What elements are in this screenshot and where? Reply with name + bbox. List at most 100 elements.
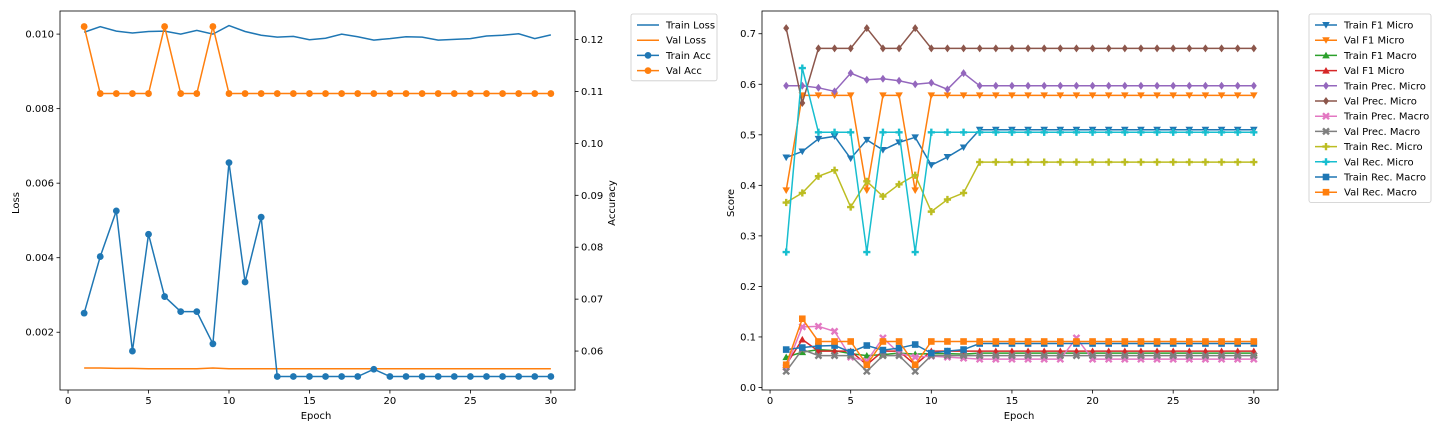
data-point — [912, 80, 919, 89]
data-point — [80, 23, 88, 30]
data-point — [1024, 338, 1032, 345]
data-point — [863, 248, 871, 256]
data-point — [879, 192, 887, 201]
data-point — [1073, 44, 1080, 53]
data-point — [992, 81, 999, 90]
data-point — [1057, 44, 1064, 53]
y-tick-label: 0.006 — [25, 179, 54, 190]
data-point — [370, 90, 378, 97]
data-point — [1250, 128, 1258, 136]
series-val-f1-micro — [782, 92, 1258, 194]
data-point — [531, 90, 539, 97]
data-point — [1105, 128, 1113, 136]
data-point — [1008, 338, 1016, 345]
legend-marker — [1322, 158, 1330, 166]
data-point — [911, 171, 919, 179]
data-point — [306, 90, 313, 97]
data-point — [1008, 351, 1016, 360]
data-point — [257, 213, 265, 221]
series-line — [785, 26, 1254, 104]
x-tick-label: 15 — [303, 396, 316, 407]
legend-label: Train Rec. Macro — [1343, 173, 1426, 184]
legend-label: Val Acc — [666, 66, 702, 77]
data-point — [1121, 81, 1128, 90]
data-point — [241, 278, 249, 286]
data-point — [370, 365, 378, 373]
series-train-prec-micro — [783, 69, 1257, 96]
data-point — [911, 361, 919, 369]
data-point — [499, 373, 506, 380]
x-tick-label: 20 — [384, 396, 397, 407]
data-point — [1008, 128, 1016, 136]
data-point — [943, 92, 952, 99]
data-point — [847, 128, 855, 136]
data-point — [1121, 338, 1129, 345]
data-point — [499, 90, 506, 97]
data-point — [798, 348, 807, 356]
x-tick-label: 20 — [1086, 396, 1099, 407]
data-point — [1008, 44, 1015, 53]
data-point — [161, 293, 169, 300]
data-point — [782, 154, 790, 162]
legend-marker — [1322, 173, 1330, 181]
data-point — [991, 351, 1000, 360]
series-line — [83, 162, 551, 378]
loss-accuracy-chart: Epoch Loss Accuracy 0 5 10 15 20 25 30 0.002 0.0… — [11, 10, 718, 422]
data-point — [450, 373, 458, 380]
data-point — [386, 373, 394, 380]
data-point — [975, 92, 984, 99]
data-point — [1153, 128, 1161, 136]
data-point — [783, 24, 790, 33]
data-point — [209, 23, 217, 30]
data-point — [960, 338, 967, 345]
data-point — [1201, 158, 1210, 166]
data-point — [814, 128, 823, 136]
data-point — [1121, 128, 1129, 136]
data-point — [928, 338, 935, 345]
data-point — [434, 373, 442, 380]
data-point — [466, 90, 474, 97]
series-val-acc — [80, 23, 555, 97]
data-point — [1088, 351, 1097, 360]
data-point — [1234, 81, 1241, 90]
data-point — [1105, 338, 1112, 345]
data-point — [944, 338, 951, 345]
data-point — [1218, 44, 1225, 53]
data-point — [863, 352, 871, 359]
y-tick-label: 0.0 — [740, 383, 756, 394]
legend-label: Train F1 Macro — [1343, 51, 1417, 62]
data-point — [830, 92, 839, 99]
data-point — [129, 347, 136, 355]
right-y-axis-label: Score — [726, 189, 737, 217]
data-point — [782, 187, 790, 194]
x-tick-label: 25 — [1167, 396, 1180, 407]
data-point — [418, 373, 426, 380]
data-point — [1233, 92, 1242, 99]
data-point — [1153, 92, 1161, 99]
left-y-axis-label: Loss — [11, 192, 22, 214]
data-point — [1024, 158, 1032, 166]
data-point — [1024, 128, 1032, 136]
data-point — [193, 308, 201, 316]
data-point — [1137, 44, 1144, 53]
data-point — [927, 208, 935, 216]
data-point — [960, 346, 967, 353]
legend-label: Train Loss — [665, 21, 715, 32]
y-tick-label: 0.008 — [25, 104, 54, 115]
data-point — [782, 367, 791, 376]
series-train-rec-micro — [782, 158, 1258, 216]
data-point — [960, 44, 967, 53]
data-point — [847, 338, 854, 345]
data-point — [1040, 92, 1048, 99]
legend-label: Train Acc — [665, 51, 711, 62]
data-point — [96, 90, 104, 97]
data-point — [1072, 158, 1081, 166]
data-point — [1024, 351, 1032, 360]
score-chart: Epoch Score 0 5 10 15 20 25 30 0.0 0.1 0.2 0.3 0.4 0… — [726, 10, 1432, 422]
data-point — [815, 338, 822, 345]
data-point — [862, 367, 871, 376]
y2-tick-label: 0.09 — [581, 191, 603, 202]
legend-label: Val Rec. Macro — [1344, 188, 1417, 199]
data-point — [927, 92, 936, 99]
data-point — [1041, 81, 1048, 90]
